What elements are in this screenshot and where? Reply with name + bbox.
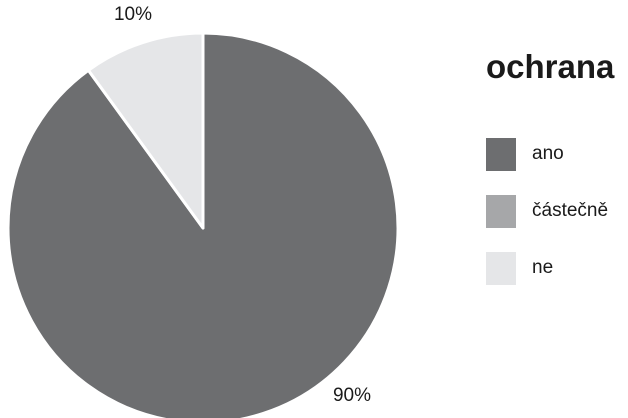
legend-item-ano: ano [486, 136, 608, 172]
legend: ano částečně ne [486, 136, 608, 307]
legend-item-ne: ne [486, 250, 608, 286]
slice-labels: 90% 10% [114, 4, 371, 406]
pie-slice-ne [86, 31, 205, 230]
slice-label-ano: 90% [333, 385, 371, 406]
legend-item-castecne: částečně [486, 193, 608, 229]
pie-slices [6, 31, 400, 418]
legend-label-ne: ne [532, 257, 554, 278]
chart-title: ochrana [486, 48, 615, 85]
legend-swatch-ne [486, 251, 516, 285]
legend-label-castecne: částečně [532, 200, 609, 221]
legend-label-ano: ano [532, 143, 564, 164]
slice-label-ne: 10% [114, 4, 152, 25]
legend-swatch-castecne [486, 194, 516, 228]
legend-swatch-ano [486, 137, 516, 171]
pie-slice-ano [6, 31, 400, 418]
